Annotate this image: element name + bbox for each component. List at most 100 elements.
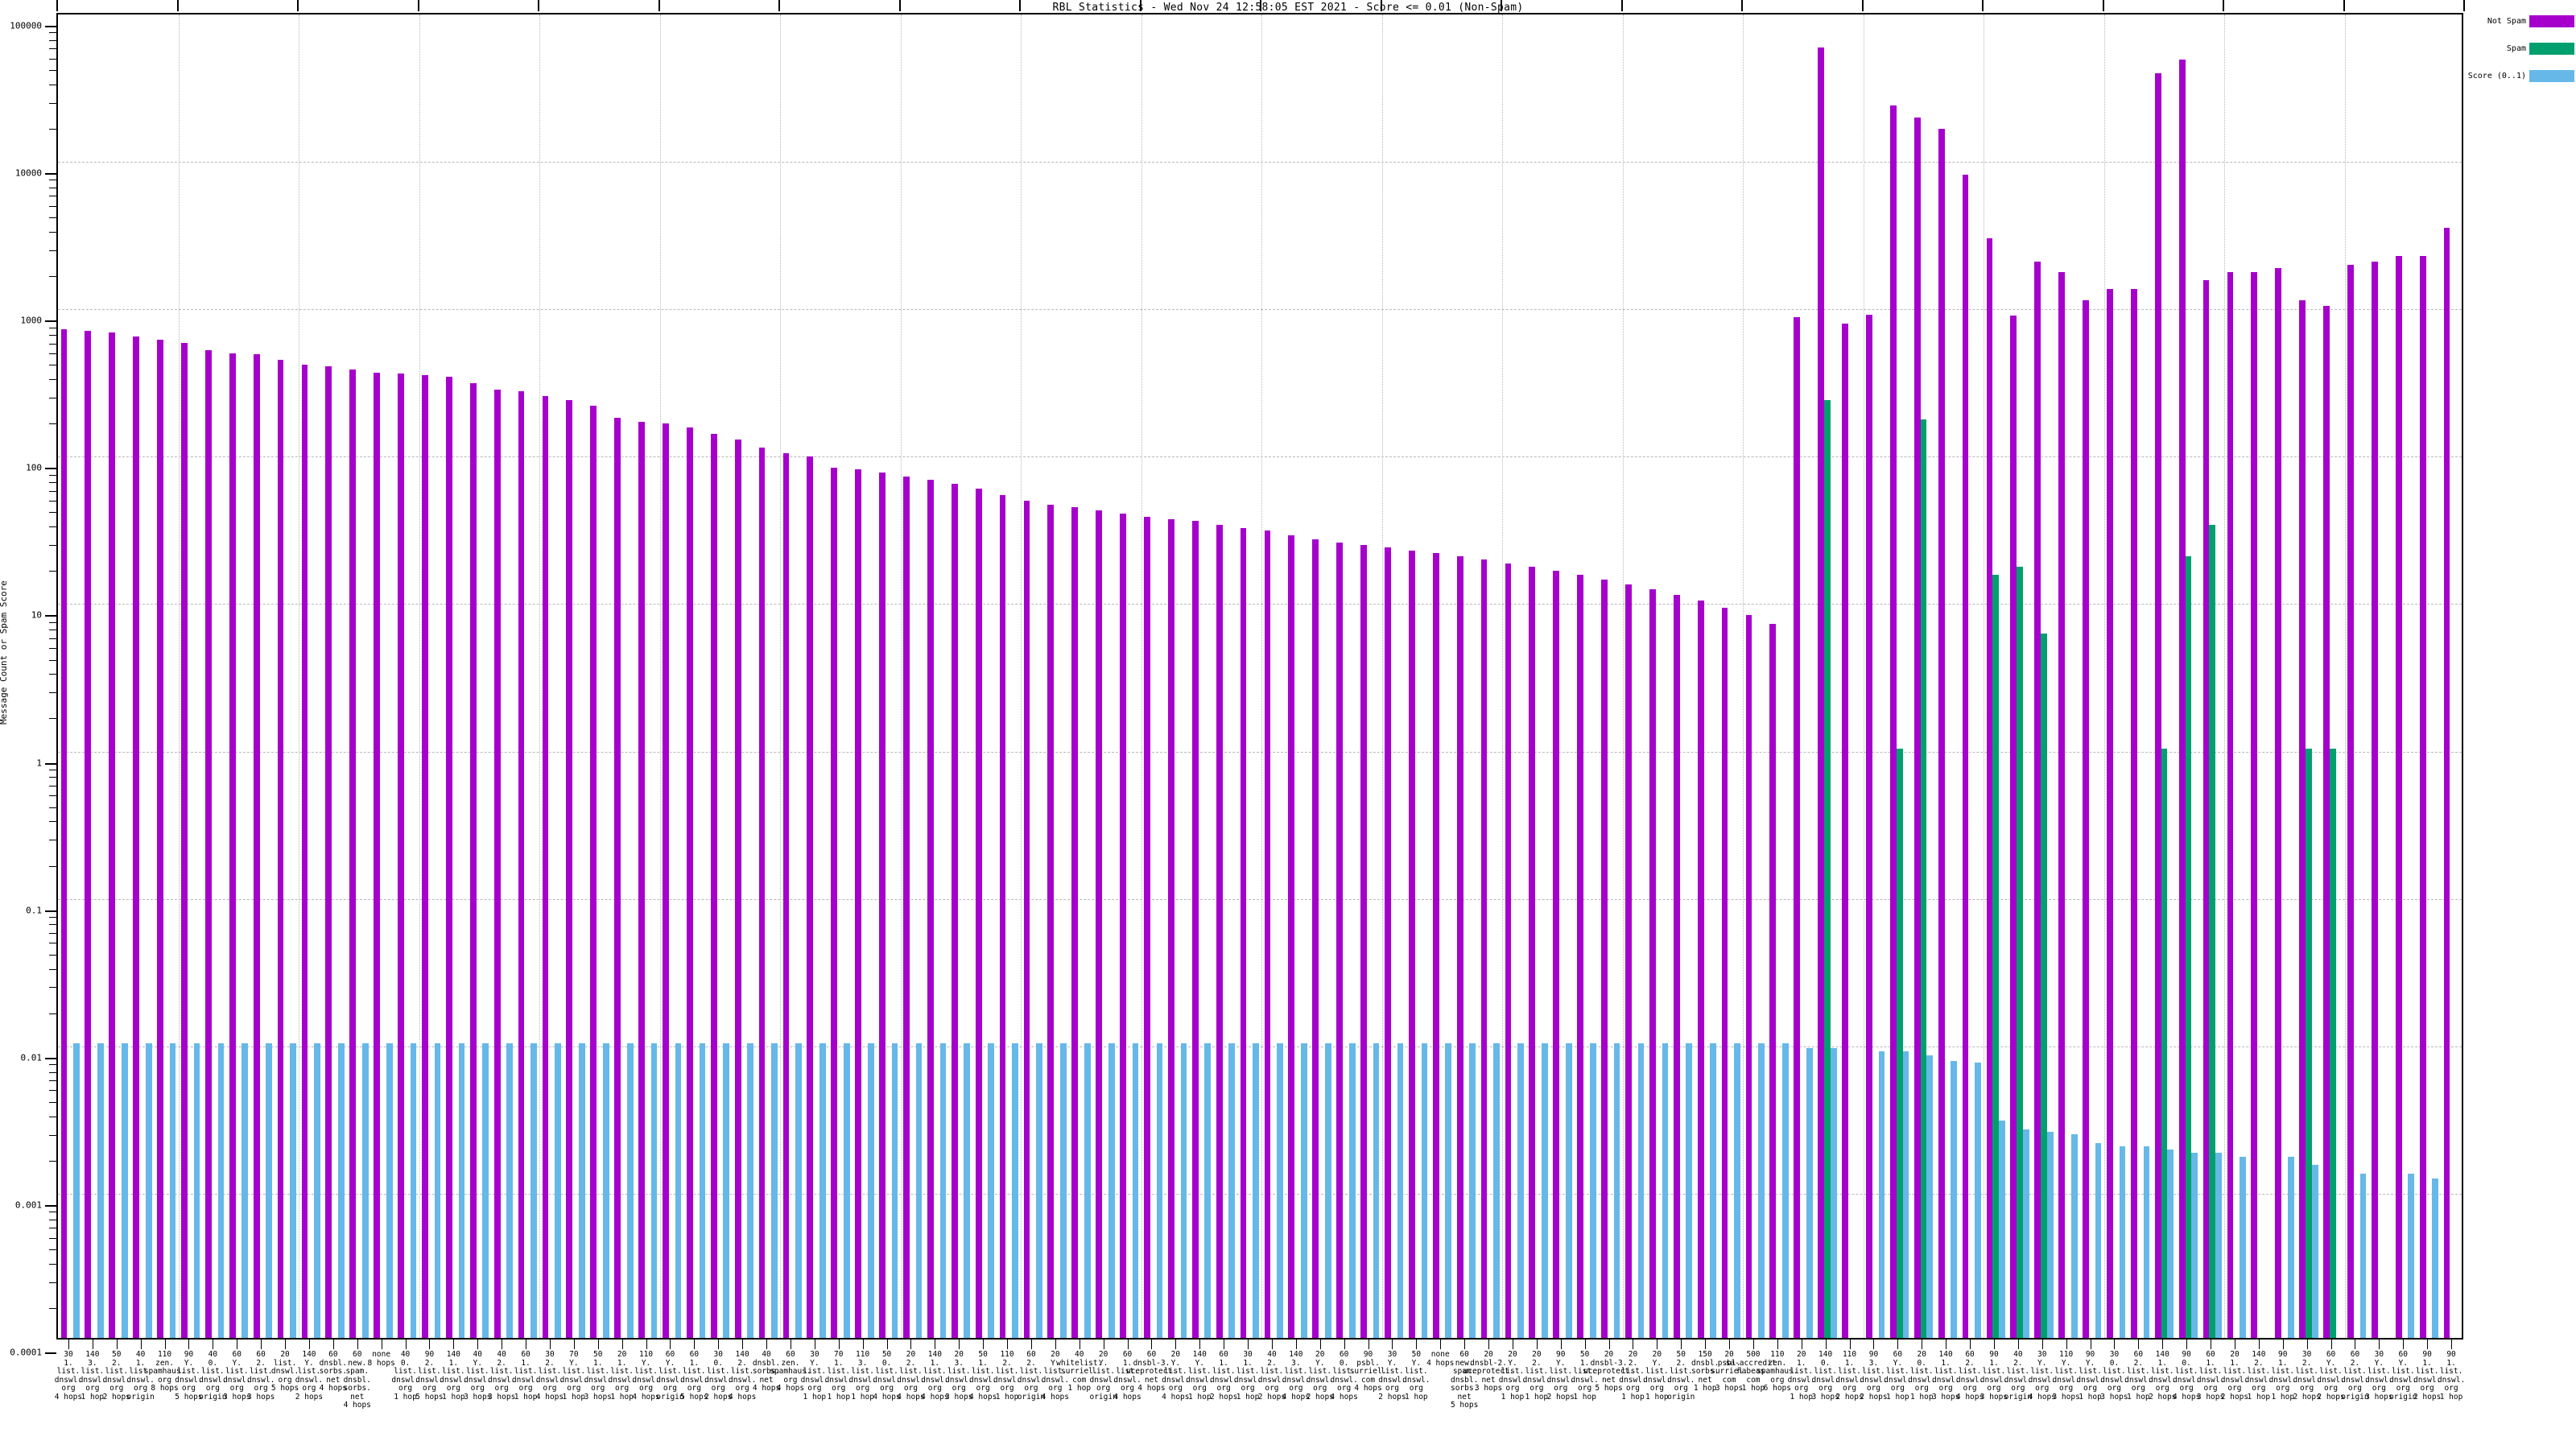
bar-group xyxy=(1767,14,1791,1338)
x-axis-tick-label: 500 sa-accredit. habeas. com 1 hop xyxy=(1725,1350,1781,1393)
plot-area xyxy=(56,13,2463,1340)
bar-score xyxy=(1348,1042,1356,1338)
bar-score xyxy=(2240,1156,2246,1338)
bar-spam xyxy=(1992,575,2000,1338)
x-axis-tick-label: 140 2. list. dnswl. org 1 hop xyxy=(2244,1350,2273,1402)
x-axis-tick xyxy=(1608,1340,1610,1349)
bar-score xyxy=(2432,1179,2439,1338)
bar-not-spam xyxy=(1986,237,1993,1338)
x-axis-tick-label: 30 Y. list. dnswl. org 4 hops xyxy=(2028,1350,2056,1402)
bar-not-spam xyxy=(831,468,838,1338)
bar-group xyxy=(2128,14,2152,1338)
bar-group xyxy=(1911,14,1935,1338)
y-axis-minor-tick xyxy=(49,128,56,130)
x-axis-tick xyxy=(2258,1340,2260,1349)
x-axis-tick xyxy=(1319,1340,1321,1349)
x-axis-tick xyxy=(2451,1340,2453,1349)
bar-group xyxy=(636,14,660,1338)
x-axis-tick xyxy=(1488,1340,1490,1349)
bar-score xyxy=(1565,1042,1572,1338)
bar-score xyxy=(217,1042,225,1338)
x-axis-tick-label: 140 Y. list. dnswl. org 2 hops xyxy=(295,1350,324,1402)
bar-score xyxy=(2143,1146,2150,1338)
bar-group xyxy=(1261,14,1286,1338)
bar-group xyxy=(1454,14,1478,1338)
bar-group xyxy=(419,14,444,1338)
bar-not-spam xyxy=(2130,289,2137,1338)
y-axis-minor-tick xyxy=(49,70,56,72)
bar-group xyxy=(371,14,395,1338)
legend-item-spam: Spam xyxy=(2454,40,2574,56)
x-axis-tick-label: 140 1. list. dnswl. org 1 hop xyxy=(440,1350,468,1402)
x-axis-tick-label: 110 Y. list. dnswl. org 4 hops xyxy=(632,1350,660,1402)
bar-not-spam xyxy=(445,377,452,1338)
x-axis-tick-label: 60 1. list. dnswl. org 5 hops xyxy=(680,1350,708,1402)
x-axis-tick xyxy=(1392,1340,1393,1349)
bar-group xyxy=(2008,14,2032,1338)
x-axis-tick xyxy=(549,1340,551,1349)
gridline-vertical xyxy=(2103,14,2105,1338)
y-axis-minor-tick xyxy=(49,1263,56,1265)
x-axis-tick xyxy=(2041,1340,2043,1349)
bar-score xyxy=(771,1042,778,1338)
bar-not-spam xyxy=(2227,272,2234,1338)
x-axis-tick xyxy=(670,1340,671,1349)
bar-group xyxy=(804,14,828,1338)
bar-score xyxy=(506,1042,514,1338)
x-axis-tick xyxy=(1151,1340,1153,1349)
y-axis: 100000 10000 1000 100 10 1 0.1 0.01 0.001 0.0001 xyxy=(0,13,56,1358)
bar-not-spam xyxy=(1913,118,1921,1338)
bar-group xyxy=(564,14,588,1338)
bar-not-spam xyxy=(590,406,597,1338)
bar-score xyxy=(1830,1047,1837,1338)
y-axis-minor-tick xyxy=(49,1282,56,1283)
bar-not-spam xyxy=(1191,520,1199,1338)
y-axis-minor-tick xyxy=(49,423,56,425)
x-axis-tick-label: 50 Y. list. dnswl. org 1 hop xyxy=(1402,1350,1430,1402)
y-axis-tick xyxy=(45,1352,56,1354)
x-axis-tick-label: 20 dnsbl-2. uceprotect. net 3 hops xyxy=(1463,1350,1514,1393)
x-axis-tick xyxy=(308,1340,310,1349)
bar-group xyxy=(443,14,467,1338)
x-axis-tick-label: 20 Y. list. dnswl. org 2 hops xyxy=(1306,1350,1334,1402)
bar-not-spam xyxy=(2299,299,2306,1338)
x-axis-tick-label: 60 new. spam. dnsbl. sorbs. net 5 hops xyxy=(1450,1350,1479,1410)
bar-not-spam xyxy=(493,390,501,1338)
bar-score xyxy=(723,1042,730,1338)
bar-group xyxy=(1237,14,1261,1338)
bar-score xyxy=(361,1042,369,1338)
x-axis-tick xyxy=(1007,1340,1009,1349)
x-axis-tick xyxy=(1368,1340,1369,1349)
top-axis-tick xyxy=(1982,0,1984,11)
x-axis-tick xyxy=(1584,1340,1586,1349)
x-axis-tick xyxy=(2427,1340,2429,1349)
bar-group xyxy=(1478,14,1502,1338)
bar-group xyxy=(1887,14,1911,1338)
x-axis-tick xyxy=(1993,1340,1995,1349)
bar-group xyxy=(2104,14,2128,1338)
x-axis-tick-label: 30 Y. list. dnswl. org 3 hops xyxy=(2365,1350,2393,1402)
x-axis-tick-label: 140 2. list. dnswl. org 4 hops xyxy=(728,1350,757,1402)
x-axis-tick xyxy=(1705,1340,1707,1349)
bar-not-spam xyxy=(1866,315,1872,1338)
x-axis-tick xyxy=(1849,1340,1851,1349)
x-axis-tick xyxy=(140,1340,142,1349)
y-axis-tick-label: 100000 xyxy=(10,20,42,31)
x-axis-tick-label: 50 2. list. dnswl. org 2 hops xyxy=(102,1350,130,1402)
y-axis-minor-tick xyxy=(49,276,56,278)
y-axis-tick-label: 10 xyxy=(31,609,42,621)
bar-not-spam xyxy=(1962,174,1969,1338)
y-axis-tick xyxy=(45,1204,56,1207)
x-axis-tick-label: 90 Y. list. dnswl. org 2 hops xyxy=(1546,1350,1575,1402)
bar-not-spam xyxy=(109,332,116,1338)
x-axis-tick xyxy=(1970,1340,1971,1349)
y-axis-minor-tick xyxy=(49,933,56,935)
x-axis-tick-label: 60 1. list. dnswl. org 4 hops xyxy=(1113,1350,1141,1402)
bar-score xyxy=(1397,1042,1404,1338)
x-axis-tick-label: 140 Y. list. dnswl. org 1 hop xyxy=(1186,1350,1214,1402)
bar-score xyxy=(2408,1174,2415,1338)
bar-score xyxy=(1373,1042,1380,1338)
bar-not-spam xyxy=(1288,535,1295,1338)
bar-not-spam xyxy=(2178,60,2186,1338)
bar-group xyxy=(2368,14,2392,1338)
